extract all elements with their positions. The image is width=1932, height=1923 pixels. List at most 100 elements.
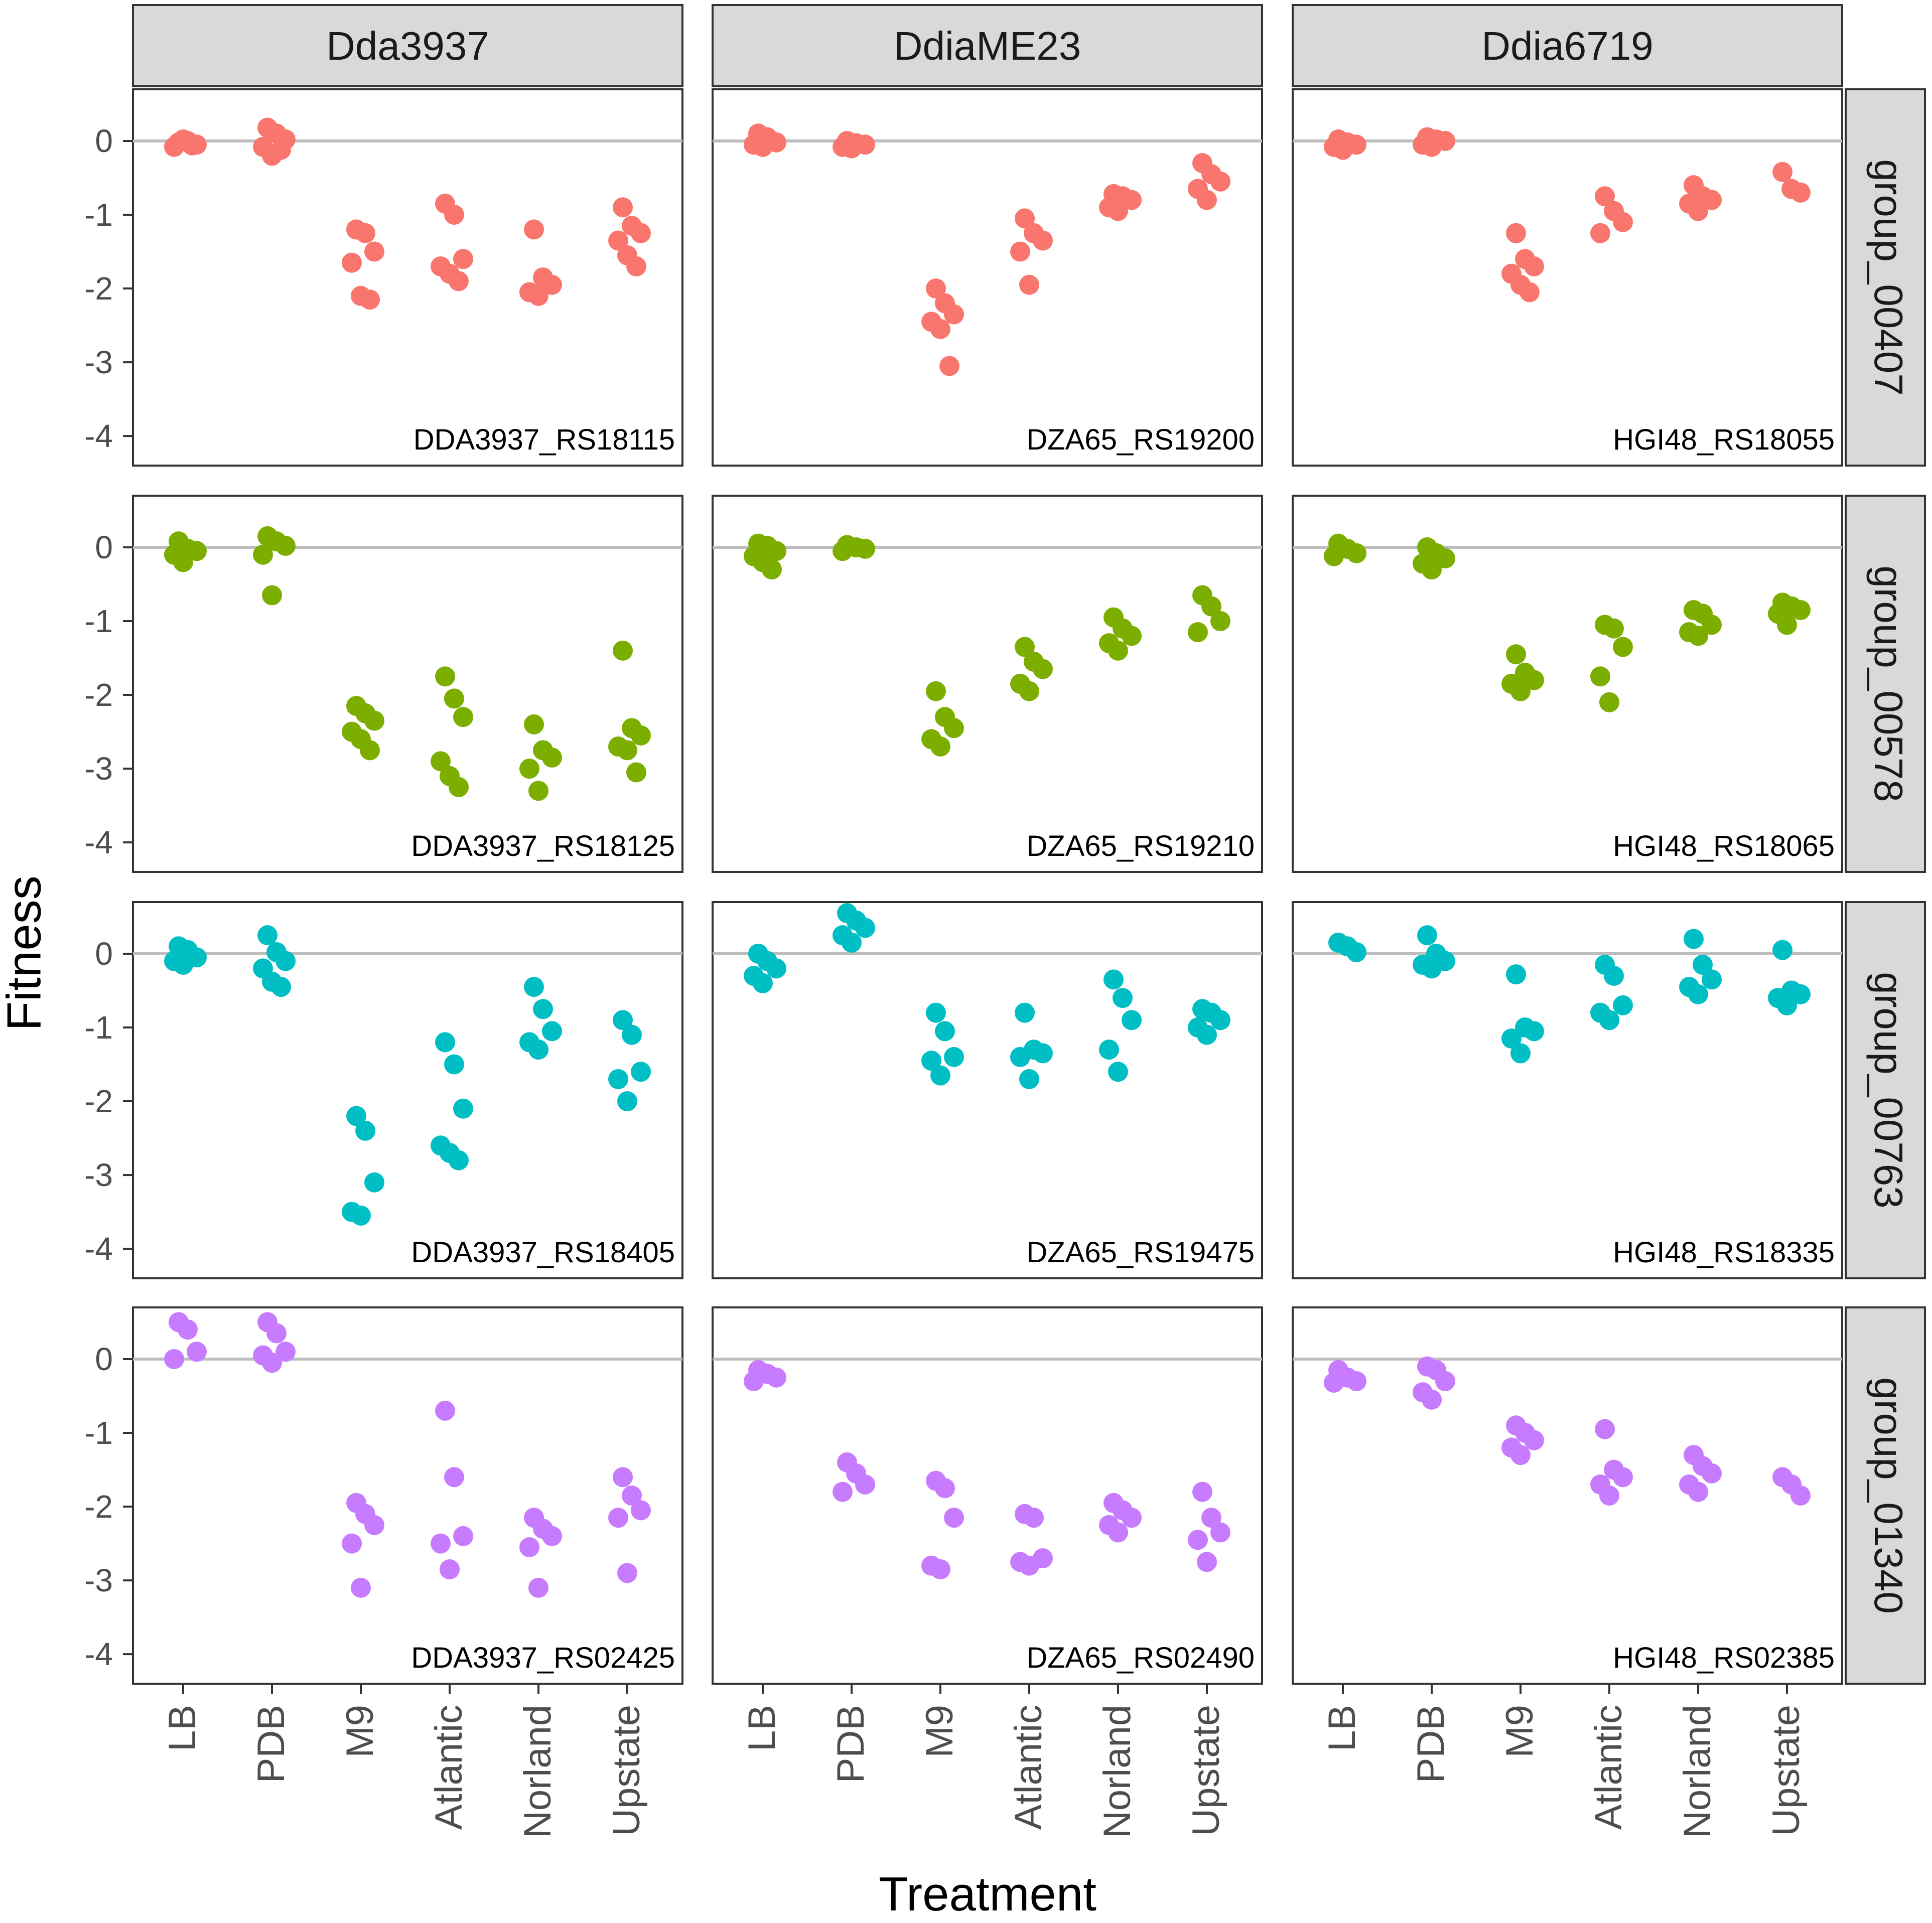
data-point [1015,1002,1035,1023]
x-tick-label: PDB [830,1705,872,1783]
x-tick-label: Norland [516,1705,559,1838]
data-point [275,951,296,971]
x-tick-label: LB [1321,1705,1363,1751]
data-point [453,1526,473,1546]
row-strip-box [1845,901,1926,1279]
data-point [930,736,950,757]
data-point [613,1010,633,1030]
data-point [753,136,773,157]
data-point [1520,282,1540,303]
data-point [1524,670,1544,690]
data-point [360,740,380,761]
data-point [440,1559,460,1580]
data-point [1524,1021,1544,1042]
x-tick-label: PDB [1410,1705,1452,1783]
data-point [1422,559,1442,580]
row-strip-label: group_00578 [1866,565,1911,802]
panel-frame [1292,901,1843,1279]
x-tick-label: M9 [918,1705,961,1758]
panel-frame [712,901,1263,1279]
data-point [519,759,539,779]
gene-label: HGI48_RS02385 [1613,1642,1835,1674]
row-strip-label: group_01340 [1866,1377,1911,1614]
data-point [1188,1530,1208,1550]
data-point [762,559,782,580]
data-point [1210,611,1230,631]
data-point [355,223,375,243]
panel-frame [712,1306,1263,1685]
x-tick-label: LB [161,1705,204,1751]
data-point [930,319,950,339]
data-point [617,1091,637,1112]
data-point [262,585,282,606]
gene-label: DZA65_RS19200 [1026,423,1255,456]
y-tick-label: -3 [84,1157,113,1193]
panel-frame [132,495,683,873]
y-tick-label: -4 [84,418,113,454]
y-tick-label: -3 [84,1562,113,1598]
data-point [444,1467,464,1488]
data-point [528,285,548,306]
data-point [766,958,786,979]
data-point [1033,230,1053,251]
data-point [360,289,380,310]
data-point [944,304,964,325]
data-point [364,241,384,262]
data-point [1524,256,1544,276]
data-point [364,1515,384,1535]
panel-frame [132,901,683,1279]
panel-group-00763-ddia6719: HGI48_RS18335 [1292,901,1843,1279]
data-point [1604,966,1624,986]
data-point [1613,637,1633,657]
row-strip-box [1845,495,1926,873]
data-point [1688,1482,1708,1502]
gene-label: HGI48_RS18065 [1613,830,1835,862]
panel-group-00407-ddia6719: HGI48_RS18055 [1292,88,1843,467]
data-point [1210,171,1230,192]
data-point [1015,637,1035,657]
data-point [1346,942,1366,962]
panel-group-00407-ddiame23: DZA65_RS19200 [712,88,1263,467]
data-point [935,1021,955,1042]
data-point [926,681,946,701]
column-strip-ddiame23: DdiaME23 [712,4,1263,87]
gene-label: DZA65_RS02490 [1026,1642,1255,1674]
data-point [1019,274,1039,295]
data-point [187,1342,207,1362]
data-point [524,977,544,997]
data-point [528,1577,548,1598]
data-point [542,1021,562,1042]
data-point [453,707,473,727]
data-point [744,1371,764,1392]
x-axis-title: Treatment [879,1867,1096,1920]
data-point [1103,969,1124,990]
data-point [1188,622,1208,643]
y-tick-label: -1 [84,1009,113,1046]
data-point [1033,659,1053,679]
data-point [542,748,562,768]
data-point [1108,1522,1128,1543]
data-point [173,955,193,975]
x-tick-label: Norland [1096,1705,1139,1838]
y-tick-label: -1 [84,197,113,233]
data-point [1688,626,1708,646]
data-point [178,1319,198,1340]
data-point [766,1367,786,1388]
data-point [1613,995,1633,1015]
gene-label: DDA3937_RS18115 [413,423,675,456]
x-tick-label: LB [741,1705,783,1751]
data-point [1122,626,1142,646]
gene-label: DDA3937_RS02425 [411,1642,675,1674]
data-point [1099,1040,1119,1060]
data-point [1702,615,1722,635]
data-point [1510,681,1531,701]
data-point [266,1323,287,1344]
data-point [608,1508,628,1528]
data-point [449,777,469,797]
data-point [855,1474,875,1495]
row-strip-box [1845,88,1926,467]
data-point [444,1054,464,1075]
data-point [935,1478,955,1499]
row-strip-group-00763: group_00763 [1845,901,1926,1279]
data-point [351,1577,371,1598]
